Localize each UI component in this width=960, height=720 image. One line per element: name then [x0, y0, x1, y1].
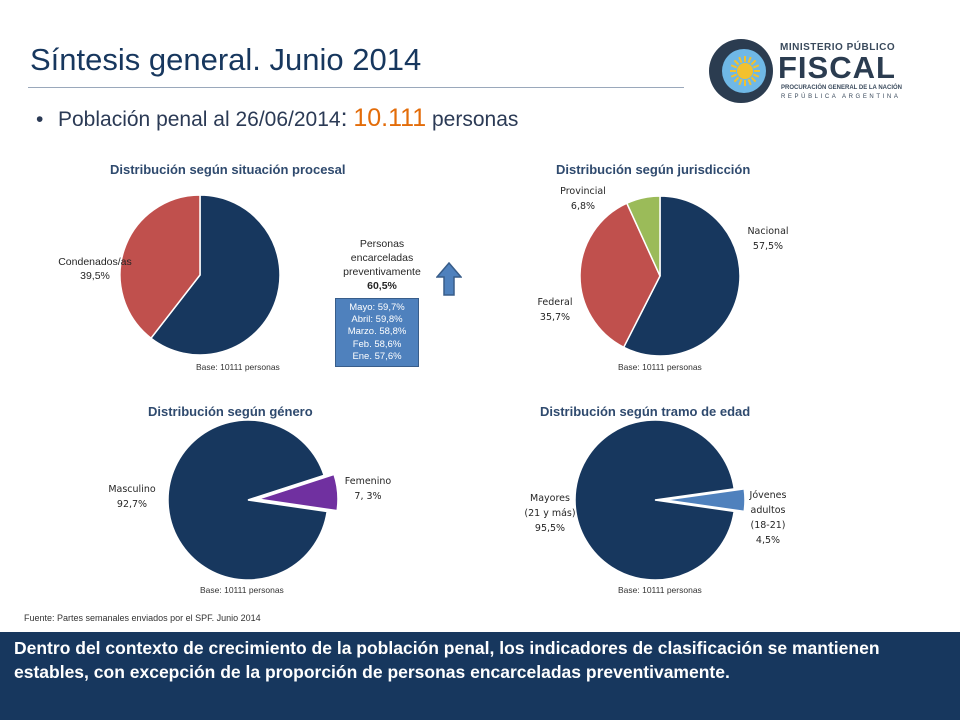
- label-masculino: Masculino 92,7%: [90, 482, 174, 512]
- logo-sun-ray: [747, 78, 752, 86]
- chart-title-edad: Distribución según tramo de edad: [540, 404, 751, 419]
- footer-text: Dentro del contexto de crecimiento de la…: [14, 638, 880, 682]
- label-jovenes-line3: (18-21): [750, 520, 786, 531]
- label-provincial: Provincial 6,8%: [540, 184, 626, 214]
- label-condenados: Condenados/as 39,5%: [30, 255, 160, 283]
- label-provincial-name: Provincial: [560, 186, 606, 197]
- label-condenados-value: 39,5%: [80, 270, 110, 282]
- label-nacional-value: 57,5%: [752, 241, 784, 252]
- footer-banner: [0, 632, 960, 720]
- base-note-jurisdiccion: Base: 10111 personas: [618, 362, 702, 372]
- chart-title-genero: Distribución según género: [148, 404, 313, 419]
- label-preventivos-line3: preventivamente: [343, 266, 421, 278]
- label-provincial-value: 6,8%: [570, 201, 596, 212]
- logo-line-1: MINISTERIO PÚBLICO: [780, 42, 896, 53]
- label-femenino-value: 7, 3%: [354, 491, 382, 502]
- label-mayores-line1: Mayores: [530, 493, 570, 504]
- pie-slice-edad-1: [574, 419, 736, 581]
- history-item: Abril: 59,8%: [351, 314, 403, 326]
- population-separator: :: [340, 104, 348, 132]
- logo-sun-ray: [733, 76, 740, 83]
- label-masculino-name: Masculino: [108, 484, 156, 495]
- label-condenados-name: Condenados/as: [58, 256, 132, 268]
- pie-charts: [119, 194, 746, 581]
- history-item: Mayo: 59,7%: [349, 302, 405, 313]
- pie-slice-jurisdiccion-1: [579, 202, 661, 349]
- label-federal-value: 35,7%: [539, 312, 571, 323]
- history-item: Ene. 57,6%: [352, 350, 402, 362]
- logo-sun-ray: [733, 59, 740, 66]
- logo-sun-ray: [730, 64, 738, 69]
- pie-slice-edad-0: [664, 488, 746, 513]
- logo-sun-ray: [738, 56, 743, 64]
- title-divider: [28, 87, 684, 88]
- logo-sun-ray: [752, 73, 760, 78]
- history-item: Feb. 58,6%: [352, 338, 402, 350]
- label-preventivos-line1: Personas: [359, 238, 405, 250]
- label-nacional: Nacional 57,5%: [728, 224, 808, 254]
- pie-slice-genero-1: [167, 419, 329, 581]
- label-femenino: Femenino 7, 3%: [330, 474, 406, 504]
- page-title: Síntesis general. Junio 2014: [30, 42, 422, 77]
- population-label: Población penal al 26/06/2014: [58, 108, 341, 131]
- pie-slice-jurisdiccion-0: [622, 195, 741, 357]
- pie-slice-procesal-1: [119, 194, 201, 340]
- chart-title-procesal: Distribución según situación procesal: [110, 162, 346, 177]
- pie-slice-genero-0: [257, 473, 339, 512]
- label-preventivos-line2: encarceladas: [350, 252, 414, 264]
- label-femenino-name: Femenino: [344, 476, 392, 487]
- base-note-edad: Base: 10111 personas: [618, 585, 702, 595]
- label-mayores-value: 95,5%: [534, 523, 566, 534]
- label-jovenes: Jóvenes adultos (18-21) 4,5%: [732, 488, 804, 548]
- fiscal-logo-icon: [709, 39, 773, 103]
- chart-title-jurisdiccion: Distribución según jurisdicción: [556, 162, 751, 177]
- logo-sun-ray: [752, 64, 760, 69]
- label-nacional-name: Nacional: [747, 226, 789, 237]
- source-note: Fuente: Partes semanales enviados por el…: [24, 613, 261, 623]
- logo-sun-ray: [738, 78, 743, 86]
- pie-slice-procesal-0: [149, 194, 281, 356]
- label-preventivos: Personas encarceladas preventivamente 60…: [332, 237, 432, 293]
- logo-sun-rays: [730, 56, 760, 86]
- label-jovenes-line1: Jóvenes: [749, 490, 787, 501]
- label-masculino-value: 92,7%: [116, 499, 148, 510]
- logo-line-3: PROCURACIÓN GENERAL DE LA NACIÓN: [781, 85, 903, 91]
- label-mayores-line2: (21 y más): [524, 508, 576, 519]
- label-federal: Federal 35,7%: [515, 295, 595, 325]
- label-jovenes-value: 4,5%: [755, 535, 781, 546]
- population-unit: personas: [431, 108, 519, 131]
- bullet-icon: •: [36, 108, 44, 131]
- logo-line-4: REPÚBLICA ARGENTINA: [781, 94, 901, 100]
- label-jovenes-line2: adultos: [750, 505, 786, 516]
- logo-sun-ray: [730, 73, 738, 78]
- label-federal-name: Federal: [537, 297, 573, 308]
- logo-sun-ray: [750, 59, 757, 66]
- logo-line-2: FISCAL: [778, 50, 896, 85]
- population-summary: • Población penal al 26/06/2014: 10.111 p…: [36, 104, 518, 133]
- logo-sun-ray: [750, 76, 757, 83]
- logo-sun-icon: [737, 63, 753, 79]
- label-preventivos-value: 60,5%: [367, 280, 397, 292]
- base-note-procesal: Base: 10111 personas: [196, 362, 280, 372]
- base-note-genero: Base: 10111 personas: [200, 585, 284, 595]
- monthly-history-box: Mayo: 59,7% Abril: 59,8% Marzo. 58,8% Fe…: [335, 298, 419, 367]
- up-arrow-icon: [436, 262, 462, 296]
- pie-slice-jurisdiccion-2: [625, 195, 661, 277]
- history-item: Marzo. 58,8%: [347, 326, 407, 338]
- logo-sun-ray: [747, 56, 752, 64]
- population-value: 10.111: [353, 104, 427, 132]
- label-mayores: Mayores (21 y más) 95,5%: [508, 491, 592, 536]
